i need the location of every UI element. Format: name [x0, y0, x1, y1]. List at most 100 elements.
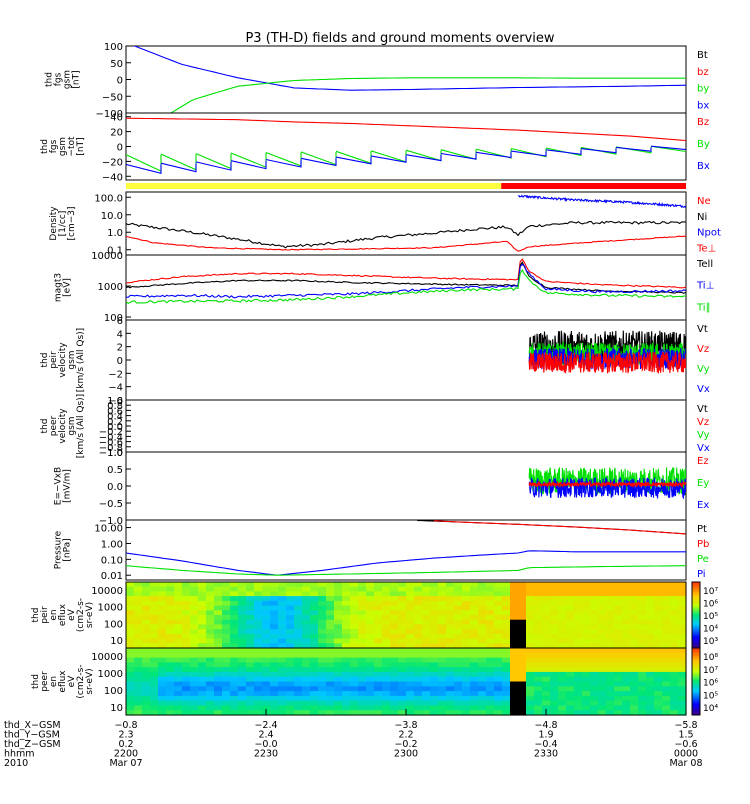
y-label-line: velocity [58, 408, 68, 444]
series-Npot [517, 194, 686, 209]
y-tick-label: 0.8 [107, 401, 123, 412]
series-Bz [126, 117, 686, 142]
x-row-label: hhmm [4, 749, 35, 760]
plot-title: P3 (TH-D) fields and ground moments over… [245, 31, 554, 46]
panel-efield: 1.0 0.5 0.0 −0.5 −1.0 E=−VxB [mV/m] Ez Ey Ex [54, 448, 710, 527]
y-axis-label: thd peer en eflux eV (cm2-s-sr-eV) [31, 664, 95, 698]
y-label-line: [km/s (All Qs)] [76, 394, 86, 458]
y-label-line: (cm2-s- [76, 664, 86, 698]
y-tick-label: 4 [117, 329, 123, 340]
orbit-bar-red [501, 183, 686, 189]
y-label-line: gsm [63, 70, 73, 89]
x-tick-value: 0000 [674, 749, 698, 760]
spectrogram-cells [126, 582, 687, 649]
y-tick-label: 100 [104, 313, 123, 324]
y-axis-label: magt3 [eV] [54, 273, 73, 302]
y-tick-label: −20 [102, 157, 123, 168]
y-tick-label: 0.5 [107, 465, 123, 476]
y-tick-label: 0 [117, 143, 123, 154]
series-Ne [126, 235, 686, 252]
y-label-line: peir [49, 351, 59, 369]
y-tick-label: 0.4 [107, 412, 123, 423]
colorbar-label: 10⁶ [703, 600, 718, 610]
y-label-line: thd [31, 674, 41, 689]
y-tick-label: −0.4 [99, 432, 123, 443]
x-tick-value: 2.4 [258, 730, 273, 741]
y-label-line: thd [40, 353, 50, 368]
y-label-line: peer [49, 415, 59, 436]
y-label-line: [nT] [72, 70, 82, 88]
y-tick-label: 100 [104, 42, 123, 53]
panel-frame [125, 45, 687, 114]
y-tick-label: 0.1 [107, 246, 123, 257]
series-Pb [433, 520, 686, 535]
y-tick-label: −0.2 [99, 427, 123, 438]
legend-Vt: Vt [697, 324, 708, 335]
y-tick-label: 10.0 [101, 211, 123, 222]
y-tick-label: 0.01 [101, 571, 123, 582]
y-label-line: velocity [58, 342, 68, 378]
panel-fgs: 100 50 0 −50 −100 thd fgs gsm [nT] Bt bz by bx [45, 42, 710, 120]
x-tick-value: 2230 [254, 749, 278, 760]
orbit-bar-yellow [126, 183, 502, 189]
series-Ex [528, 477, 686, 500]
y-axis-label: thd fgs gsm [nT] [45, 70, 82, 89]
colorbar: 10⁷ 10⁶ 10⁵ 10⁴ 10³ [691, 581, 718, 649]
y-tick-label: 1000 [98, 669, 123, 680]
y-tick-label: −100 [96, 109, 123, 120]
y-tick-label: 20 [110, 128, 123, 139]
x-tick-value: 2330 [534, 749, 558, 760]
series-Te⊥ [126, 258, 686, 289]
series-Ti∥ [126, 268, 686, 305]
y-tick-label: 0.2 [107, 417, 123, 428]
y-label-line: en [49, 676, 59, 687]
series-group [126, 194, 686, 252]
series-bx [133, 46, 686, 91]
legend-Te⊥: Te⊥ [696, 243, 716, 254]
x-row-label: thd_X−GSM [4, 720, 61, 731]
y-axis-label: Pressure [nPa] [54, 530, 73, 569]
legend-Vt: Vt [697, 404, 708, 415]
y-tick-label: −1.0 [99, 516, 123, 527]
legend-Vz: Vz [697, 417, 709, 428]
x-tick-value: −4.8 [534, 720, 557, 731]
series-Ey [528, 466, 686, 496]
y-tick-label: 0.10 [101, 555, 123, 566]
x-tick-value: 1.5 [678, 730, 693, 741]
panel-frame [125, 519, 687, 581]
colorbar-label: 10⁸ [703, 653, 718, 663]
series-group [528, 466, 686, 500]
panel-fgm: 40 20 0 −20 −40 thd fgs gsm −tot [nT] Bz By Bx [40, 112, 710, 183]
y-tick-label: 10.00 [94, 524, 123, 535]
y-label-line: [km/s (All Qs)] [76, 328, 86, 392]
y-axis-label: thd peer velocity gsm [km/s (All Qs)] [40, 394, 86, 458]
colorbar-label: 10⁴ [703, 625, 718, 635]
x-tick-value: −0.8 [114, 720, 137, 731]
x-row-label: 2010 [4, 758, 28, 769]
legend-Vy: Vy [697, 430, 710, 441]
series-group [126, 258, 686, 305]
y-label-line: Density [49, 206, 59, 241]
legend-Ne: Ne [697, 196, 711, 207]
y-label-line: eV [67, 675, 77, 688]
x-tick-value: 2.3 [118, 730, 133, 741]
x-tick-value: −2.4 [254, 720, 277, 731]
y-tick-label: −40 [102, 172, 123, 183]
y-label-line: thd [45, 72, 55, 87]
y-tick-label: 0.0 [107, 482, 123, 493]
x-tick-value: Mar 07 [109, 758, 142, 769]
panel-frame [125, 254, 687, 321]
y-label-line: peer [40, 671, 50, 692]
series-Bx [126, 145, 686, 175]
legend-Npot: Npot [697, 228, 721, 239]
colorbar-label: 10⁶ [703, 679, 718, 689]
x-tick-value: −0.4 [534, 739, 557, 750]
legend-Bz: Bz [697, 117, 709, 128]
x-tick-value: 2300 [394, 749, 418, 760]
y-tick-label: −0.6 [99, 438, 123, 449]
x-axis: thd_X−GSM −0.8 −2.4 −3.8 −4.8 −5.8 thd_Y−GSM 2.… [4, 709, 703, 769]
y-label-line: E=−VxB [54, 467, 64, 505]
